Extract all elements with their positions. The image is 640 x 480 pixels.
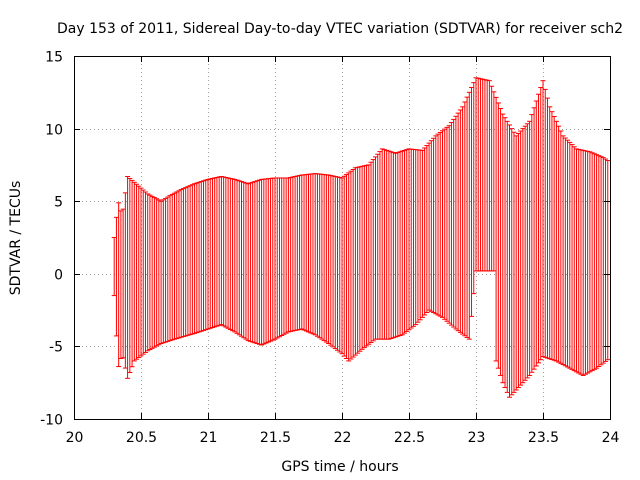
axis-ticks bbox=[74, 56, 611, 420]
y-tick-label: 5 bbox=[54, 195, 63, 211]
x-tick-label: 23 bbox=[468, 430, 486, 446]
y-tick-label: 15 bbox=[45, 50, 63, 66]
x-tick-label: 20 bbox=[66, 430, 84, 446]
x-tick-label: 21 bbox=[200, 430, 218, 446]
x-tick-label: 22 bbox=[334, 430, 352, 446]
chart-title: Day 153 of 2011, Sidereal Day-to-day VTE… bbox=[57, 21, 623, 37]
y-tick-label: 0 bbox=[54, 268, 63, 284]
x-axis-label: GPS time / hours bbox=[281, 459, 398, 475]
x-tick-label: 21.5 bbox=[260, 430, 291, 446]
x-tick-labels: 20 20.5 21 21.5 22 22.5 23 23.5 24 bbox=[66, 430, 620, 446]
x-tick-label: 23.5 bbox=[528, 430, 559, 446]
y-axis-label: SDTVAR / TECUs bbox=[8, 181, 24, 296]
y-tick-label: -10 bbox=[40, 413, 63, 429]
y-tick-label: 10 bbox=[45, 123, 63, 139]
x-tick-label: 24 bbox=[602, 430, 620, 446]
x-tick-label: 22.5 bbox=[394, 430, 425, 446]
y-tick-labels: -10 -5 0 5 10 15 bbox=[40, 50, 63, 429]
y-tick-label: -5 bbox=[49, 340, 63, 356]
x-tick-label: 20.5 bbox=[126, 430, 157, 446]
error-bars bbox=[111, 77, 611, 398]
